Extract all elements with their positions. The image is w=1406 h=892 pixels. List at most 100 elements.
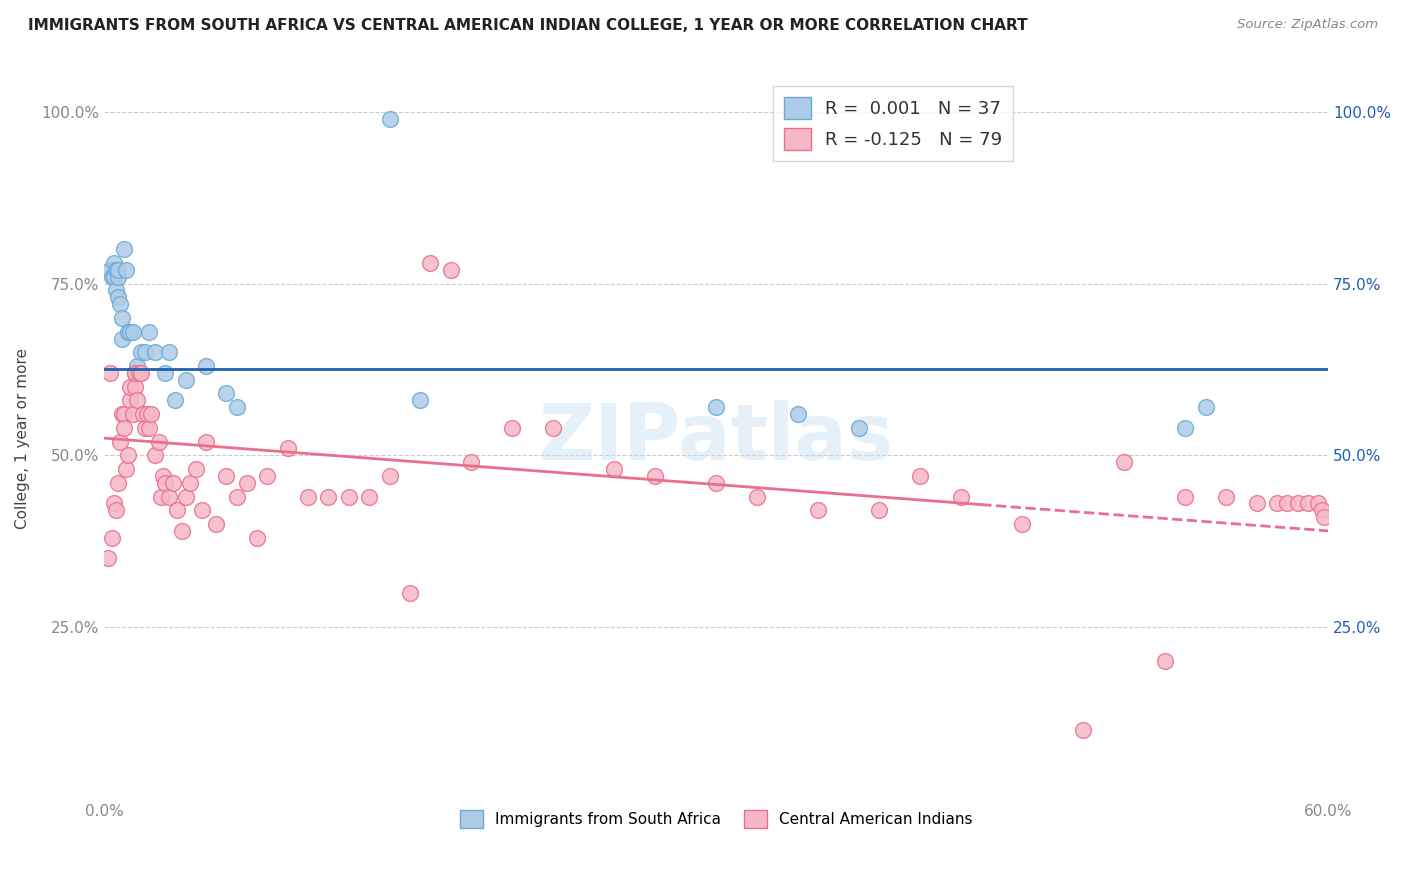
Point (162, 475, 184, 490)
Point (110, 297, 132, 311)
Point (121, 407, 143, 421)
Point (1114, 455, 1136, 469)
Point (215, 386, 238, 401)
Point (165, 393, 187, 408)
Point (128, 366, 150, 380)
Point (107, 262, 129, 277)
Point (256, 469, 278, 483)
Point (107, 269, 129, 284)
Point (117, 325, 139, 339)
Point (807, 503, 830, 517)
Point (166, 503, 188, 517)
Point (121, 325, 143, 339)
Point (1306, 496, 1329, 510)
Point (174, 373, 197, 387)
Point (112, 421, 135, 435)
Point (337, 490, 360, 504)
Point (112, 242, 135, 256)
Point (153, 475, 176, 490)
Point (150, 490, 173, 504)
Point (105, 262, 128, 277)
Point (246, 531, 269, 545)
Point (215, 469, 238, 483)
Point (101, 269, 124, 284)
Point (134, 345, 156, 359)
Point (1071, 723, 1094, 738)
Point (501, 421, 523, 435)
Point (1011, 516, 1033, 531)
Point (297, 490, 319, 504)
Point (98, 366, 121, 380)
Point (132, 407, 155, 421)
Point (170, 524, 193, 538)
Point (103, 269, 125, 284)
Point (135, 407, 157, 421)
Point (105, 503, 128, 517)
Point (440, 262, 463, 277)
Point (115, 262, 138, 277)
Point (195, 434, 218, 449)
Point (125, 359, 148, 373)
Point (1174, 421, 1197, 435)
Point (399, 585, 422, 599)
Point (112, 407, 135, 421)
Point (97, 551, 120, 566)
Point (103, 256, 125, 270)
Point (98, 262, 121, 277)
Point (1174, 490, 1197, 504)
Point (143, 345, 166, 359)
Point (111, 331, 134, 345)
Point (120, 379, 142, 393)
Point (419, 256, 441, 270)
Point (111, 310, 134, 325)
Point (949, 490, 972, 504)
Point (117, 448, 139, 462)
Point (107, 290, 129, 304)
Point (644, 469, 666, 483)
Point (120, 393, 142, 408)
Point (139, 407, 162, 421)
Point (1195, 401, 1218, 415)
Point (148, 434, 170, 449)
Point (541, 421, 564, 435)
Point (105, 284, 128, 298)
Point (318, 490, 340, 504)
Point (1277, 496, 1299, 510)
Point (908, 469, 931, 483)
Text: Source: ZipAtlas.com: Source: ZipAtlas.com (1237, 18, 1378, 31)
Point (174, 490, 197, 504)
Legend: Immigrants from South Africa, Central American Indians: Immigrants from South Africa, Central Am… (454, 804, 979, 835)
Point (115, 462, 138, 476)
Point (848, 421, 870, 435)
Point (138, 325, 160, 339)
Point (191, 503, 214, 517)
Point (378, 469, 401, 483)
Point (1265, 496, 1288, 510)
Point (124, 366, 146, 380)
Point (157, 345, 180, 359)
Point (184, 462, 207, 476)
Point (179, 475, 201, 490)
Point (152, 469, 174, 483)
Point (125, 393, 148, 408)
Point (225, 490, 247, 504)
Y-axis label: College, 1 year or more: College, 1 year or more (15, 348, 30, 529)
Point (409, 393, 432, 408)
Text: ZIPatlas: ZIPatlas (538, 401, 894, 476)
Point (359, 490, 381, 504)
Point (1296, 496, 1319, 510)
Point (138, 421, 160, 435)
Point (1154, 655, 1177, 669)
Point (153, 366, 176, 380)
Point (205, 516, 228, 531)
Point (124, 379, 146, 393)
Point (1246, 496, 1268, 510)
Point (101, 531, 124, 545)
Point (124, 366, 146, 380)
Point (111, 407, 134, 421)
Point (460, 455, 482, 469)
Point (277, 442, 299, 456)
Point (103, 496, 125, 510)
Point (786, 407, 808, 421)
Point (704, 401, 727, 415)
